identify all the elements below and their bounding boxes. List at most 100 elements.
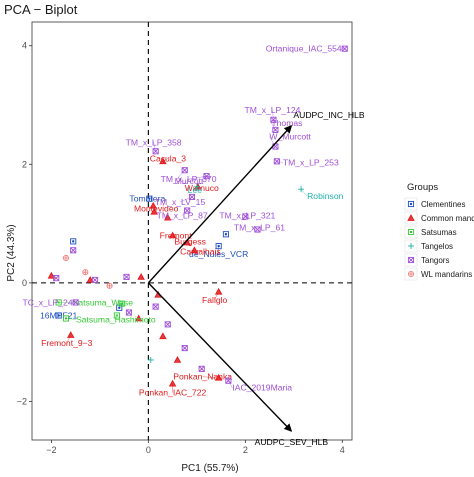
point-label: TM_x_LP_321 — [219, 210, 275, 220]
point-label: Robinson — [307, 191, 344, 201]
point-label: Fremont — [160, 230, 193, 240]
legend-symbol — [407, 270, 415, 278]
point-label: Ponkan_IAC_722 — [139, 388, 207, 398]
point-label: IAC_2019Maria — [232, 383, 292, 393]
legend-item-satsumas: Satsumas — [404, 225, 457, 239]
plot-border — [31, 21, 353, 441]
point-label: Burgess — [174, 237, 206, 247]
x-tick-label: 4 — [340, 445, 345, 455]
legend-symbol — [408, 243, 414, 249]
data-point — [91, 276, 99, 283]
data-point — [82, 269, 89, 276]
legend-item-wl-mandarins: WL mandarins — [404, 267, 472, 281]
data-point — [164, 321, 171, 328]
plot-panel: −2 0 2 4−2024Tomaterade_Nules_VCR16MPF21Caç… — [17, 21, 365, 455]
point-label: TM_x_LP_61 — [234, 223, 285, 233]
point-label: Carvalhais — [180, 246, 221, 256]
series-clementines: Tomatera de_Nules_VCR 16MPF21 — [40, 194, 248, 321]
y-tick-label: 2 — [22, 159, 27, 169]
point-label: TM_x_LP_87 — [157, 211, 208, 221]
point-label: TM_x_LP_358 — [126, 137, 182, 147]
vector-arrow — [147, 282, 293, 432]
data-point — [125, 309, 133, 316]
label-connector — [179, 196, 193, 203]
label-connector — [65, 318, 76, 320]
legend-symbol — [407, 228, 415, 236]
legend-title: Groups — [407, 182, 438, 193]
legend-label: Clementines — [421, 200, 465, 209]
point-label: Satsuma_Hashimoto — [76, 314, 156, 324]
data-point — [106, 282, 113, 289]
legend-item-tangelos: Tangelos — [404, 239, 453, 253]
legend-symbol — [407, 256, 415, 264]
point-label: Murcott — [175, 176, 204, 186]
label-connector — [153, 208, 157, 212]
legend-item-tangors: Tangors — [404, 253, 449, 267]
point-label: Fremont_9−3 — [41, 338, 93, 348]
data-point — [123, 273, 130, 281]
point-label: TM_x_LP_124 — [245, 105, 301, 115]
legend-item-common-mandarins: Common mandarins — [404, 211, 474, 225]
y-tick-label: 4 — [22, 41, 27, 51]
data-point — [47, 271, 56, 279]
point-label: Warnuco — [185, 183, 219, 193]
data-point — [149, 201, 157, 209]
label-connector — [257, 227, 260, 230]
data-point — [173, 356, 182, 363]
data-point — [222, 231, 229, 238]
legend: Groups Clementines Common mandarins Satsum… — [404, 182, 474, 281]
data-point — [137, 273, 145, 280]
label-connector — [181, 210, 188, 216]
series-wl-mandarins — [62, 254, 113, 289]
x-tick-label: −2 — [46, 445, 56, 455]
data-point — [70, 247, 77, 254]
point-label: Fallglo — [202, 295, 228, 305]
point-label: W_Murcott — [269, 132, 311, 142]
data-point — [113, 312, 120, 319]
y-axis-title: PC2 (44.3%) — [6, 224, 17, 281]
y-tick-label: 0 — [22, 278, 27, 288]
series-tangelos: Lee Robinson — [147, 183, 344, 363]
point-label: Lee — [188, 185, 203, 195]
label-connector — [162, 158, 169, 162]
point-label: de_Nules_VCR — [189, 249, 248, 259]
legend-symbol — [407, 200, 415, 208]
point-label: Satsuma_Wase — [73, 297, 134, 307]
label-connector — [66, 334, 72, 344]
point-label: TM_x_LP_370 — [161, 174, 217, 184]
x-tick-label: 2 — [243, 445, 248, 455]
legend-label: WL mandarins — [421, 270, 472, 279]
label-connector — [194, 250, 201, 252]
data-point — [198, 365, 205, 372]
label-connector — [271, 122, 276, 131]
legend-item-clementines: Clementines — [404, 197, 465, 211]
data-point — [118, 300, 125, 307]
data-point — [70, 238, 77, 245]
data-point — [163, 213, 172, 221]
point-label: 16MPF21 — [40, 310, 77, 320]
point-label: Ponkan_Nanka — [173, 372, 232, 382]
x-tick-label: 0 — [146, 445, 151, 455]
data-point — [214, 287, 223, 295]
label-connector — [276, 161, 283, 163]
chart-title: PCA − Biplot — [4, 2, 78, 17]
data-point — [168, 231, 177, 239]
legend-label: Tangors — [421, 256, 449, 265]
series-tangors: Ortanique_IAC_554 TM_x_LP_124 Thomas W_Murc… — [22, 44, 348, 393]
data-point — [190, 246, 199, 254]
y-tick-label: −2 — [17, 396, 27, 406]
point-label: Tomatera — [129, 194, 165, 204]
data-point — [147, 356, 154, 363]
vector-label: AUDPC_INC_HLB — [293, 110, 364, 120]
data-point — [159, 157, 167, 165]
legend-symbol — [407, 214, 415, 221]
label-connector — [300, 189, 308, 197]
data-point — [53, 275, 60, 282]
label-connector — [188, 175, 207, 180]
vector-audpc-inc-hlb: AUDPC_INC_HLB — [147, 110, 365, 284]
point-label: Ortanique_IAC_554 — [266, 44, 342, 54]
label-connector — [228, 380, 233, 388]
point-label: TM_x_LV_15 — [155, 197, 206, 207]
